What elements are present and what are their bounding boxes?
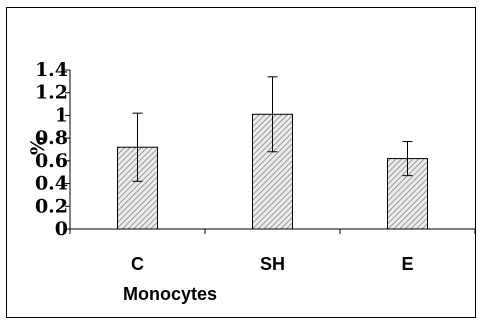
y-axis-label: % [27,137,49,155]
y-tick-label: 0.6 [35,150,68,172]
y-tick-label: 1.4 [35,59,68,81]
x-axis-label: Monocytes [123,284,217,304]
y-tick-label: 0.8 [35,127,68,149]
x-category-label: C [131,254,144,274]
y-tick-label: 1 [55,104,68,126]
y-tick-label: 0 [55,218,68,240]
y-tick-label: 0.4 [35,173,68,195]
x-category-label: E [401,254,413,274]
x-category-label: SH [260,254,285,274]
y-tick-label: 1.2 [35,82,68,104]
y-tick-label: 0.2 [35,195,68,217]
